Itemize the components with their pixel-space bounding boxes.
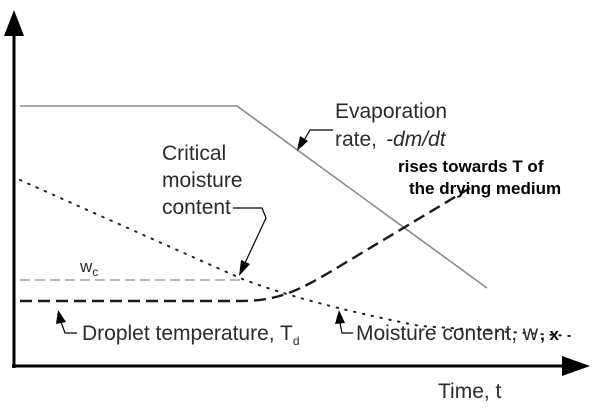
droplet-temperature-label: Droplet temperature, Td bbox=[82, 322, 300, 348]
evaporation-label-line1: Evaporation bbox=[335, 100, 447, 123]
y-axis-arrowhead bbox=[4, 10, 24, 36]
critical-leader-line bbox=[233, 207, 267, 264]
moisture-content-callout: Moisture content, w, x bbox=[335, 310, 560, 345]
rises-annotation: rises towards T of the drying medium bbox=[398, 157, 561, 198]
rises-label-line2: the drying medium bbox=[409, 179, 561, 198]
wc-label: wc bbox=[79, 257, 98, 279]
evaporation-label-expr: -dm/dt bbox=[386, 128, 447, 151]
evaporation-leader-line bbox=[302, 129, 333, 143]
wc-label-main: w bbox=[79, 257, 93, 276]
droplet-label-main: Droplet temperature, T bbox=[82, 322, 293, 345]
moisture-content-label: Moisture content, w, x bbox=[356, 322, 560, 345]
evaporation-label-prefix: rate, bbox=[335, 128, 377, 151]
rises-label-line1: rises towards T of bbox=[398, 157, 544, 176]
moisture-label-x: , x bbox=[540, 325, 559, 344]
critical-label-line3: content bbox=[162, 196, 231, 219]
axes bbox=[4, 10, 590, 376]
moisture-leader-arrow bbox=[335, 310, 345, 324]
moisture-leader-line bbox=[339, 322, 353, 334]
x-axis-arrowhead bbox=[562, 356, 590, 376]
droplet-leader-arrow bbox=[56, 310, 66, 324]
critical-label-line1: Critical bbox=[162, 142, 226, 165]
evaporation-label-line2: rate, -dm/dt bbox=[335, 128, 447, 151]
critical-moisture-callout: Critical moisture content bbox=[162, 142, 267, 276]
droplet-leader-line bbox=[60, 321, 77, 334]
time-axis-label: Time, t bbox=[438, 380, 502, 403]
evaporation-leader-arrow bbox=[297, 136, 308, 151]
moisture-label-main: Moisture content, w bbox=[356, 322, 539, 345]
wc-label-sub: c bbox=[92, 265, 98, 279]
evaporation-rate-callout: Evaporation rate, -dm/dt bbox=[297, 100, 447, 151]
critical-leader-arrow bbox=[239, 260, 250, 276]
moisture-content-curve bbox=[19, 179, 571, 337]
droplet-temperature-callout: Droplet temperature, Td bbox=[56, 310, 300, 348]
droplet-label-sub: d bbox=[293, 334, 300, 348]
droplet-temperature-curve bbox=[20, 186, 471, 303]
critical-label-line2: moisture bbox=[162, 169, 243, 192]
